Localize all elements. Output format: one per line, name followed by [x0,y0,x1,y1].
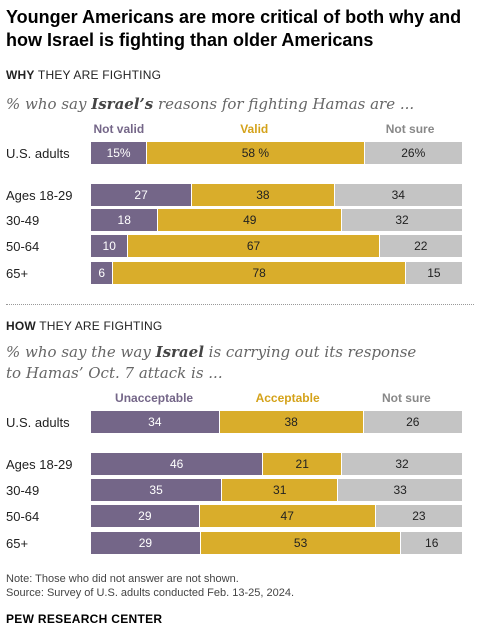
bar-valid-50-64: 67 [128,235,380,257]
subtitle-how-pre: % who say the way [6,343,156,361]
bar-unacceptable-ages-18-29: 46 [91,453,264,475]
source-text: Source: Survey of U.S. adults conducted … [6,587,295,599]
row-label-30-49: 30-49 [6,213,40,228]
subtitle-how-post: is carrying out its response to Hamas’ O… [6,343,417,382]
bar-valid-65-plus: 78 [113,262,406,284]
bar-not-valid-50-64: 10 [91,235,129,257]
legend-not-sure: Not sure [381,391,431,405]
note-text: Note: Those who did not answer are not s… [6,573,239,585]
bar-acceptable-ages-18-29: 21 [263,453,343,475]
bar-not-sure-ages-18-29: 32 [342,453,462,475]
row-label-us-adults: U.S. adults [6,415,70,430]
subtitle-why-pre: % who say [6,95,92,113]
section-divider [6,304,474,305]
bar-not-sure-50-64: 22 [379,235,462,257]
brand-logo-text: PEW RESEARCH CENTER [6,612,163,626]
chart-title: Younger Americans are more critical of b… [6,7,462,50]
subtitle-why-post: reasons for fighting Hamas are ... [153,95,415,113]
bar-unacceptable-us-adults: 34 [91,411,220,433]
subtitle-why-bold: Israel’s [91,95,154,113]
legend-not-valid: Not valid [93,122,145,136]
bar-not-sure-65-plus: 16 [401,532,462,554]
bar-acceptable-us-adults: 38 [219,411,364,433]
bar-not-sure-30-49: 33 [338,479,462,501]
bar-not-valid-ages-18-29: 27 [91,184,193,206]
bar-not-sure-us-adults: 26% [364,142,462,164]
bar-not-sure-ages-18-29: 34 [334,184,462,206]
row-label-50-64: 50-64 [6,509,40,524]
row-label-65-plus: 65+ [6,266,29,281]
bar-not-valid-65-plus: 6 [91,262,114,284]
row-label-30-49: 30-49 [6,483,40,498]
row-label-50-64: 50-64 [6,239,40,254]
subtitle-how: % who say the way Israel is carrying out… [6,342,426,384]
bar-not-sure-50-64: 23 [375,505,462,527]
section-label-why-bold: WHY [6,68,35,82]
bar-not-sure-65-plus: 15 [405,262,462,284]
row-label-ages-18-29: Ages 18-29 [6,188,73,203]
bar-valid-ages-18-29: 38 [192,184,335,206]
bar-not-sure-us-adults: 26 [363,411,462,433]
subtitle-why: % who say Israel’s reasons for fighting … [6,94,466,115]
section-label-why: WHY THEY ARE FIGHTING [6,68,161,82]
legend-unacceptable: Unacceptable [115,391,194,405]
bar-not-valid-30-49: 18 [91,209,159,231]
section-label-why-rest: THEY ARE FIGHTING [34,68,162,82]
bar-valid-us-adults: 58 % [147,142,365,164]
section-label-how: HOW THEY ARE FIGHTING [6,319,162,333]
bar-unacceptable-50-64: 29 [91,505,200,527]
bar-unacceptable-65-plus: 29 [91,532,201,554]
bar-valid-30-49: 49 [158,209,343,231]
bar-acceptable-30-49: 31 [222,479,339,501]
legend-not-sure: Not sure [385,122,435,136]
bar-not-valid-us-adults: 15% [91,142,148,164]
bar-unacceptable-30-49: 35 [91,479,223,501]
row-label-ages-18-29: Ages 18-29 [6,457,73,472]
row-label-65-plus: 65+ [6,536,29,551]
subtitle-how-bold: Israel [155,343,204,361]
legend-acceptable: Acceptable [255,391,320,405]
bar-not-sure-30-49: 32 [342,209,462,231]
legend-valid: Valid [240,122,269,136]
section-label-how-rest: THEY ARE FIGHTING [35,319,163,333]
section-label-how-bold: HOW [6,319,36,333]
row-label-us-adults: U.S. adults [6,146,70,161]
bar-acceptable-65-plus: 53 [200,532,402,554]
bar-acceptable-50-64: 47 [199,505,376,527]
